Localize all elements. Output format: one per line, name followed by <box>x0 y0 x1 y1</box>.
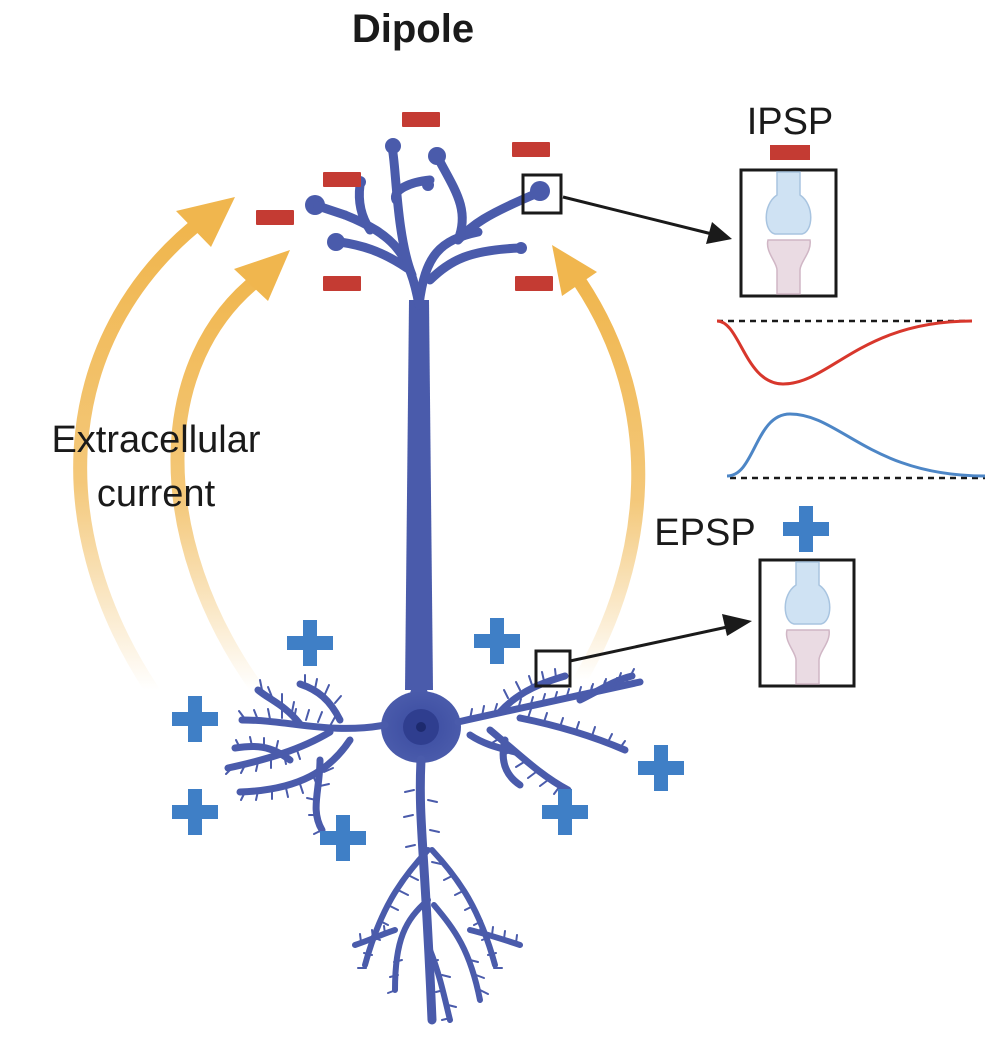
diagram-title: Dipole <box>352 7 474 51</box>
plus-sign-icon <box>320 815 366 861</box>
minus-sign-icon <box>402 112 440 127</box>
epsp-zoom-box <box>534 649 572 688</box>
minus-sign-icon <box>512 142 550 157</box>
nucleolus <box>416 722 426 732</box>
plus-sign-icon <box>542 789 588 835</box>
ipsp-callout: IPSP <box>521 101 838 298</box>
minus-sign-icon <box>323 172 361 187</box>
extracellular-current-label-line1: Extracellular <box>51 419 260 461</box>
minus-sign-icon <box>256 210 294 225</box>
plus-sign-icon <box>287 620 333 666</box>
current-arrowhead-outer <box>176 197 235 247</box>
current-arrow-outer <box>73 211 212 697</box>
ipsp-postsynaptic-terminal <box>766 239 811 295</box>
epsp-callout: EPSP <box>534 512 856 688</box>
pyramidal-neuron <box>224 138 644 1025</box>
negative-charges <box>256 112 553 291</box>
epsp-pointer-line <box>569 624 733 663</box>
plus-sign-icon <box>172 789 218 835</box>
positive-charges <box>172 506 829 861</box>
ipsp-pointer-arrowhead <box>706 222 732 244</box>
epsp-trace <box>726 412 986 478</box>
ipsp-label: IPSP <box>747 101 834 143</box>
apical-tuft <box>335 143 545 310</box>
current-arrowhead-right <box>552 245 597 296</box>
basal-dendrites-left <box>224 680 389 834</box>
potential-traces <box>716 319 986 480</box>
ipsp-minus-sign-icon <box>770 145 810 160</box>
minus-sign-icon <box>323 276 361 291</box>
ipsp-presynaptic-terminal <box>765 171 812 235</box>
epsp-pointer-arrowhead <box>722 614 752 636</box>
extracellular-current-label-line2: current <box>97 473 216 515</box>
current-arrowhead-inner <box>234 250 290 301</box>
plus-sign-icon <box>474 618 520 664</box>
basal-dendrites-lower <box>415 755 437 1025</box>
extracellular-current-arrows <box>73 197 646 697</box>
minus-sign-icon <box>515 276 553 291</box>
ipsp-pointer-line <box>562 195 713 236</box>
current-arrow-inner <box>170 269 269 697</box>
basal-dendrites-right <box>454 672 644 794</box>
current-arrow-right <box>573 275 646 687</box>
dendritic-spines <box>225 668 635 1021</box>
apical-dendrite-trunk <box>405 300 433 690</box>
ipsp-trace <box>716 319 973 386</box>
epsp-presynaptic-terminal <box>784 561 831 625</box>
plus-sign-icon <box>783 506 829 552</box>
plus-sign-icon <box>172 696 218 742</box>
epsp-label: EPSP <box>654 512 755 554</box>
plus-sign-icon <box>638 745 684 791</box>
ipsp-zoom-box <box>521 173 563 215</box>
epsp-postsynaptic-terminal <box>785 629 830 685</box>
